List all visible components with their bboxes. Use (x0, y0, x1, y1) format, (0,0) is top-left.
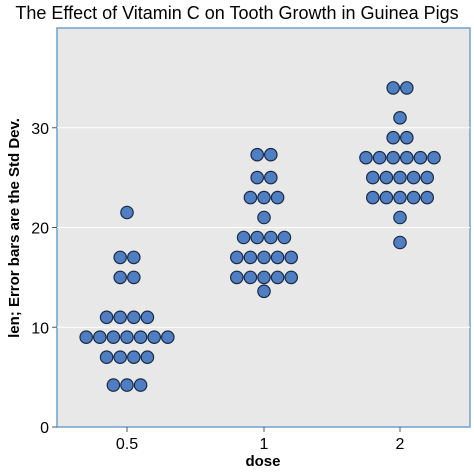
data-point (120, 205, 134, 220)
data-point (393, 190, 407, 205)
data-point (379, 170, 394, 185)
data-point (399, 150, 414, 165)
data-point (263, 230, 278, 245)
x-tick-label: 2 (396, 436, 405, 453)
gridlines (57, 127, 470, 328)
chart-title: The Effect of Vitamin C on Tooth Growth … (15, 3, 459, 23)
data-point (133, 330, 148, 344)
data-point (270, 190, 285, 205)
data-point (99, 350, 114, 364)
data-point (257, 284, 271, 299)
data-point (127, 350, 141, 364)
data-point (127, 270, 141, 285)
data-point (243, 190, 258, 205)
x-axis-label: dose (245, 453, 280, 470)
data-point (257, 190, 271, 205)
y-tick-label: 20 (31, 221, 49, 238)
data-point (161, 330, 175, 344)
data-point (106, 330, 121, 344)
data-point (420, 190, 434, 205)
data-point (413, 150, 428, 165)
data-point (406, 190, 421, 205)
data-point (277, 230, 292, 245)
data-point (386, 130, 400, 145)
data-point (284, 270, 298, 285)
data-point (393, 111, 407, 125)
data-point (250, 170, 265, 185)
data-point (236, 230, 251, 245)
data-point (406, 170, 421, 185)
data-point (257, 270, 271, 285)
x-tick-label: 1 (260, 436, 269, 453)
data-point (120, 378, 134, 392)
data-point (79, 330, 93, 344)
data-point (263, 147, 278, 162)
data-point (284, 250, 298, 265)
data-points (79, 81, 441, 392)
data-point (243, 250, 258, 265)
data-point (127, 310, 141, 325)
data-point (113, 310, 127, 325)
data-point (243, 270, 258, 285)
data-point (113, 270, 127, 285)
y-axis-label: len; Error bars are the Std Dev. (6, 118, 23, 338)
y-axis: 0 10 20 30 (31, 121, 57, 437)
data-point (427, 150, 441, 165)
data-point (140, 350, 155, 364)
data-point (393, 210, 407, 225)
data-point (393, 170, 407, 185)
data-point (140, 310, 155, 325)
data-point (250, 230, 265, 245)
data-point (113, 250, 127, 265)
data-point (230, 270, 244, 285)
data-point (399, 81, 414, 95)
data-point (257, 210, 271, 225)
data-point (127, 250, 141, 265)
data-point (93, 330, 107, 344)
data-point (99, 310, 114, 325)
x-axis: 0.5 1 2 (116, 427, 405, 453)
y-tick-label: 30 (31, 121, 49, 138)
data-point (113, 350, 127, 364)
data-point (257, 250, 271, 265)
data-point (379, 190, 394, 205)
data-point (120, 330, 134, 344)
data-point (386, 81, 400, 95)
data-point (359, 150, 373, 165)
y-tick-label: 0 (40, 420, 49, 437)
data-point (147, 330, 161, 344)
data-point (365, 170, 380, 185)
data-point (270, 250, 285, 265)
y-tick-label: 10 (31, 320, 49, 337)
data-point (250, 147, 265, 162)
data-point (393, 235, 407, 250)
data-point (106, 378, 121, 392)
data-point (133, 378, 148, 392)
data-point (263, 170, 278, 185)
data-point (365, 190, 380, 205)
data-point (230, 250, 244, 265)
data-point (399, 130, 414, 145)
data-point (372, 150, 387, 165)
data-point (420, 170, 434, 185)
x-tick-label: 0.5 (116, 436, 138, 453)
data-point (270, 270, 285, 285)
data-point (386, 150, 400, 165)
